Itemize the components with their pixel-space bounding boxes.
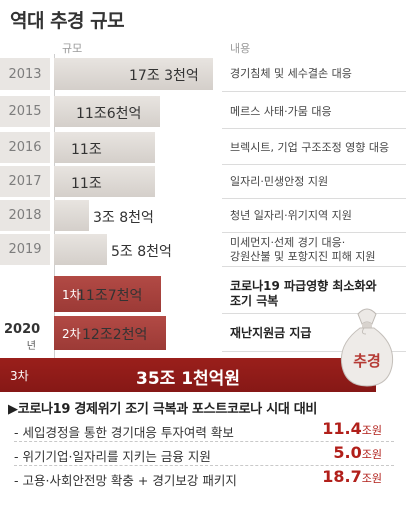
value-label-1차: 11조7천억 (77, 288, 143, 304)
value-label-2차: 12조2천억 (82, 327, 148, 343)
value-label-2019: 5조 8천억 (111, 244, 172, 260)
description-line: 경기침체 및 세수결손 대응 (230, 67, 352, 80)
value-label-2018: 3조 8천억 (93, 210, 154, 226)
order-label-2차: 2차 (62, 327, 81, 341)
note-heading: ▶코로나19 경제위기 조기 극복과 포스트코로나 시대 대비 (8, 402, 318, 417)
note-item-number: 11.4 (322, 419, 362, 438)
money-bag-icon: 추경 (340, 308, 394, 387)
year-label-2019: 2019 (0, 234, 50, 265)
summary-note: ▶코로나19 경제위기 조기 극복과 포스트코로나 시대 대비 - 세입경정을 … (0, 396, 406, 506)
chart-row-2013: 2013 17조 3천억 경기침체 및 세수결손 대응 (0, 58, 406, 92)
description-line: 재난지원금 지급 (230, 326, 312, 340)
year-2020-suffix: 년 (26, 341, 36, 352)
bar-2013 (54, 58, 213, 90)
bar-2015 (54, 96, 160, 127)
description-2015: 메르스 사태·가뭄 대응 (230, 105, 332, 119)
note-item-number: 5.0 (333, 443, 362, 462)
description-2차: 재난지원금 지급 (230, 326, 311, 341)
chart-row-2018: 2018 3조 8천억 청년 일자리·위기지역 지원 (0, 200, 406, 233)
description-2016: 브렉시트, 기업 구조조정 영향 대응 (230, 141, 389, 155)
bar-2018 (54, 200, 89, 231)
note-item-value: 5.0조원 (333, 443, 382, 462)
note-item-unit: 조원 (361, 472, 382, 485)
order-label-1차: 1차 (62, 288, 81, 302)
row-separator (222, 351, 406, 352)
bar-2019 (54, 234, 107, 265)
chart-row-3차: 3차 35조 1천억원 (0, 358, 406, 392)
value-label-2015: 11조6천억 (76, 106, 142, 122)
value-label-2016: 11조 (71, 142, 102, 158)
note-item: - 세입경정을 통한 경기대응 투자여력 확보 11.4조원 (14, 419, 394, 441)
row-separator (222, 232, 406, 233)
row-separator (222, 266, 406, 267)
note-item-number: 18.7 (322, 467, 362, 486)
value-label-2013: 17조 3천억 (129, 68, 199, 84)
description-1차: 코로나19 파급영향 최소화와 조기 극복 (230, 279, 377, 309)
row-separator (222, 198, 406, 199)
description-line: 청년 일자리·위기지역 지원 (230, 209, 352, 222)
description-line: 조기 극복 (230, 294, 279, 308)
content-header: 내용 (230, 42, 251, 55)
year-2020-number: 2020 (4, 322, 41, 337)
description-line: 미세먼지·선제 경기 대응· (230, 236, 346, 249)
note-item-unit: 조원 (361, 424, 382, 437)
note-item-label: - 세입경정을 통한 경기대응 투자여력 확보 (14, 425, 234, 440)
chart-title: 역대 추경 규모 (10, 10, 125, 32)
bar-1차 (54, 276, 161, 312)
year-2020-label: 2020 년 (4, 322, 40, 352)
description-line: 브렉시트, 기업 구조조정 영향 대응 (230, 141, 390, 154)
description-2019: 미세먼지·선제 경기 대응· 강원산불 및 포항지진 피해 지원 (230, 236, 376, 264)
description-line: 일자리·민생안정 지원 (230, 175, 329, 188)
chart-row-1차: 1차 11조7천억 코로나19 파급영향 최소화와 조기 극복 (0, 276, 406, 314)
year-label-2018: 2018 (0, 200, 50, 231)
description-line: 코로나19 파급영향 최소화와 (230, 279, 377, 293)
note-item-value: 11.4조원 (322, 419, 382, 438)
bar-3차 (0, 358, 376, 392)
description-line: 메르스 사태·가뭄 대응 (230, 105, 332, 118)
value-label-2017: 11조 (71, 176, 102, 192)
chart-row-2차: 2차 12조2천억 재난지원금 지급 (0, 316, 406, 352)
year-label-2017: 2017 (0, 166, 50, 197)
note-divider (14, 441, 394, 442)
bar-2016 (54, 132, 155, 163)
note-item-value: 18.7조원 (322, 467, 382, 486)
bar-2차 (54, 316, 166, 350)
description-2013: 경기침체 및 세수결손 대응 (230, 67, 352, 81)
note-divider (14, 465, 394, 466)
value-label-3차: 35조 1천억원 (136, 369, 240, 389)
row-separator (222, 313, 406, 314)
row-separator (222, 91, 406, 92)
bar-2017 (54, 166, 155, 197)
chart-row-2017: 2017 11조 일자리·민생안정 지원 (0, 166, 406, 199)
bag-label: 추경 (353, 352, 381, 370)
chart-row-2016: 2016 11조 브렉시트, 기업 구조조정 영향 대응 (0, 132, 406, 165)
chart-row-2015: 2015 11조6천억 메르스 사태·가뭄 대응 (0, 96, 406, 129)
row-separator (222, 128, 406, 129)
note-item-label: - 고용·사회안전망 확충 + 경기보강 패키지 (14, 473, 237, 488)
note-item-unit: 조원 (361, 448, 382, 461)
description-2017: 일자리·민생안정 지원 (230, 175, 328, 189)
description-2018: 청년 일자리·위기지역 지원 (230, 209, 352, 223)
note-item: - 위기기업·일자리를 지키는 금융 지원 5.0조원 (14, 443, 394, 465)
year-label-2013: 2013 (0, 58, 50, 90)
note-item-label: - 위기기업·일자리를 지키는 금융 지원 (14, 449, 211, 464)
description-line: 강원산불 및 포항지진 피해 지원 (230, 250, 376, 263)
year-label-2016: 2016 (0, 132, 50, 163)
note-item: - 고용·사회안전망 확충 + 경기보강 패키지 18.7조원 (14, 467, 394, 489)
chart-row-2019: 2019 5조 8천억 미세먼지·선제 경기 대응· 강원산불 및 포항지진 피해 지… (0, 234, 406, 267)
order-label-3차: 3차 (10, 369, 29, 383)
year-label-2015: 2015 (0, 96, 50, 127)
scale-header: 규모 (62, 42, 83, 55)
row-separator (222, 164, 406, 165)
